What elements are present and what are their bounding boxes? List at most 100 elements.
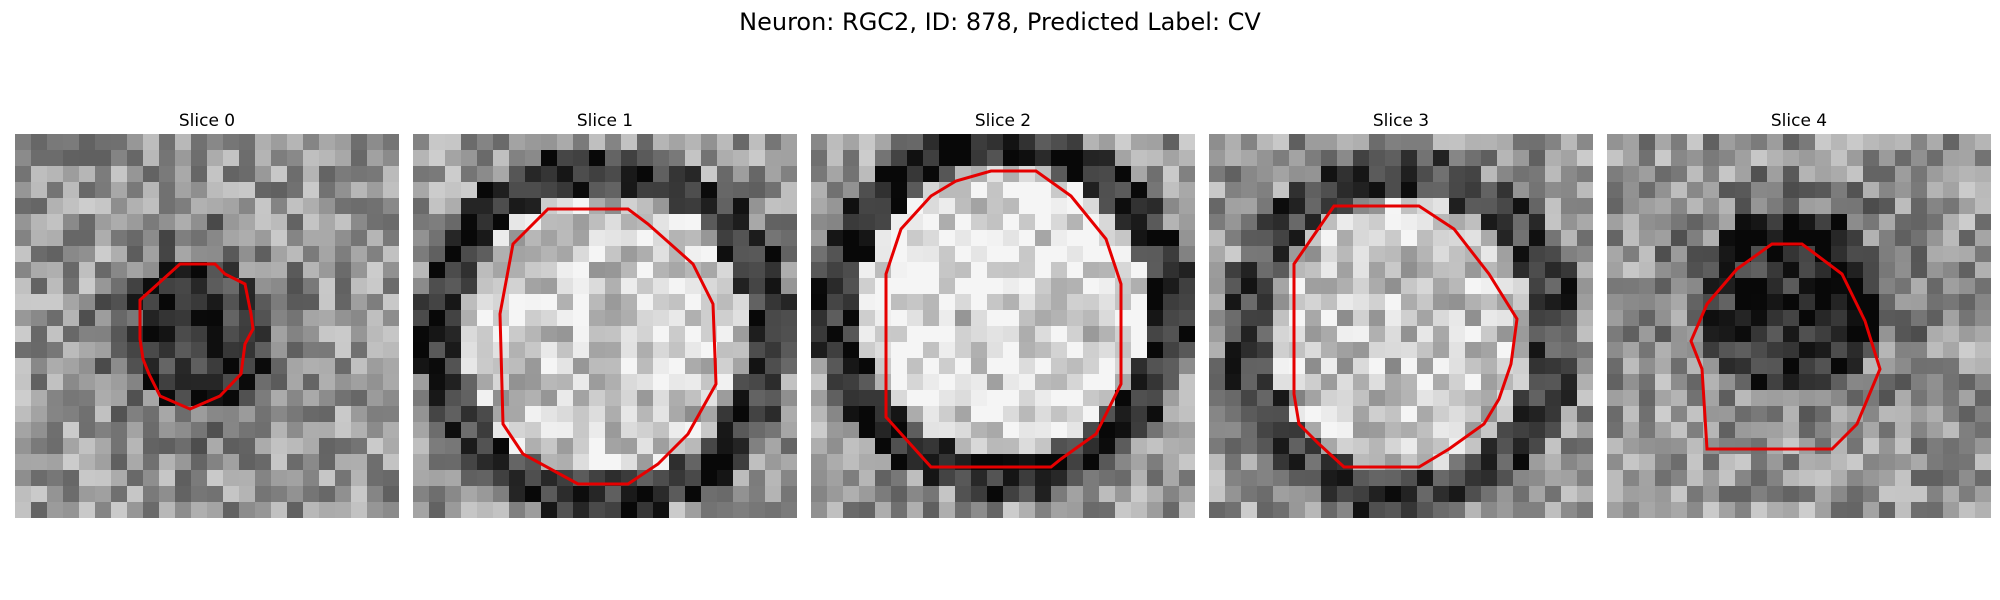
pixel-cell (811, 358, 828, 375)
pixel-cell (1831, 246, 1848, 263)
pixel-cell (605, 486, 622, 503)
pixel-cell (1607, 310, 1624, 327)
pixel-cell (749, 262, 766, 279)
pixel-cell (143, 470, 160, 487)
pixel-cell (271, 262, 288, 279)
pixel-cell (461, 390, 478, 407)
pixel-cell (1577, 198, 1593, 215)
pixel-cell (1831, 374, 1848, 391)
pixel-cell (111, 502, 128, 518)
pixel-cell (733, 326, 750, 343)
pixel-cell (987, 246, 1004, 263)
pixel-cell (95, 134, 112, 151)
pixel-cell (1305, 198, 1322, 215)
pixel-cell (1943, 390, 1960, 407)
slice-title-3: Slice 3 (1209, 108, 1593, 134)
pixel-cell (653, 358, 670, 375)
pixel-cell (859, 246, 876, 263)
pixel-cell (493, 438, 510, 455)
pixel-cell (1719, 406, 1736, 423)
pixel-cell (589, 486, 606, 503)
pixel-cell (1719, 438, 1736, 455)
pixel-cell (319, 310, 336, 327)
pixel-cell (765, 406, 782, 423)
pixel-cell (367, 246, 384, 263)
pixel-cell (303, 502, 320, 518)
pixel-cell (1369, 326, 1386, 343)
pixel-cell (191, 422, 208, 439)
pixel-cell (429, 134, 446, 151)
pixel-cell (669, 182, 686, 199)
pixel-cell (1163, 454, 1180, 471)
pixel-cell (1131, 326, 1148, 343)
pixel-cell (1895, 246, 1912, 263)
pixel-cell (1209, 262, 1226, 279)
pixel-cell (1385, 486, 1402, 503)
pixel-cell (1035, 342, 1052, 359)
pixel-cell (1975, 294, 1991, 311)
pixel-cell (351, 438, 368, 455)
pixel-cell (1257, 150, 1274, 167)
pixel-cell (1561, 198, 1578, 215)
pixel-cell (223, 134, 240, 151)
pixel-cell (445, 310, 462, 327)
pixel-cell (1051, 358, 1068, 375)
pixel-cell (461, 262, 478, 279)
pixel-cell (1417, 326, 1434, 343)
pixel-cell (1273, 502, 1290, 518)
pixel-cell (1369, 166, 1386, 183)
pixel-cell (1035, 294, 1052, 311)
pixel-cell (1289, 326, 1306, 343)
pixel-cell (701, 262, 718, 279)
slice-svg-4 (1607, 134, 1991, 518)
pixel-cell (637, 310, 654, 327)
pixel-cell (1911, 198, 1928, 215)
pixel-cell (1863, 470, 1880, 487)
pixel-cell (843, 246, 860, 263)
pixel-cell (1799, 486, 1816, 503)
pixel-cell (111, 486, 128, 503)
pixel-cell (287, 166, 304, 183)
pixel-cell (335, 166, 352, 183)
pixel-cell (255, 390, 272, 407)
pixel-cell (1163, 262, 1180, 279)
pixel-cell (303, 262, 320, 279)
pixel-cell (47, 358, 64, 375)
pixel-cell (15, 310, 32, 327)
pixel-cell (1179, 454, 1195, 471)
pixel-cell (717, 406, 734, 423)
pixel-cell (749, 502, 766, 518)
pixel-cell (1449, 406, 1466, 423)
pixel-cell (1703, 374, 1720, 391)
pixel-cell (367, 438, 384, 455)
pixel-cell (939, 230, 956, 247)
pixel-cell (1943, 262, 1960, 279)
pixel-cell (1703, 134, 1720, 151)
pixel-cell (1513, 374, 1530, 391)
pixel-cell (621, 326, 638, 343)
pixel-cell (653, 470, 670, 487)
pixel-cell (1639, 214, 1656, 231)
pixel-cell (811, 134, 828, 151)
pixel-cell (159, 326, 176, 343)
pixel-cell (1863, 182, 1880, 199)
pixel-cell (239, 342, 256, 359)
pixel-cell (1735, 486, 1752, 503)
pixel-cell (143, 438, 160, 455)
pixel-cell (1163, 438, 1180, 455)
pixel-cell (1911, 390, 1928, 407)
pixel-cell (589, 390, 606, 407)
pixel-cell (1639, 422, 1656, 439)
pixel-cell (1687, 486, 1704, 503)
pixel-cell (509, 470, 526, 487)
pixel-cell (749, 422, 766, 439)
pixel-cell (159, 182, 176, 199)
pixel-cell (1115, 150, 1132, 167)
pixel-cell (1067, 406, 1084, 423)
pixel-cell (875, 422, 892, 439)
pixel-cell (923, 150, 940, 167)
pixel-cell (1305, 422, 1322, 439)
pixel-cell (47, 342, 64, 359)
pixel-cell (271, 390, 288, 407)
pixel-cell (63, 230, 80, 247)
